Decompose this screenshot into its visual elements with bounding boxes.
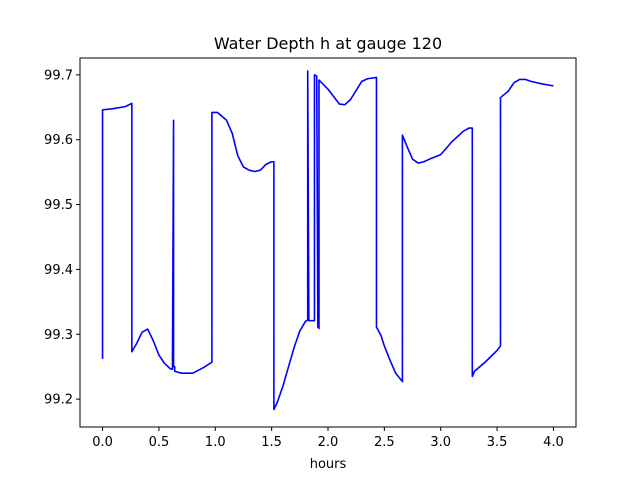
x-tick-label: 4.0 — [543, 435, 564, 450]
x-axis-label: hours — [310, 457, 347, 472]
x-tick-label: 1.5 — [261, 435, 282, 450]
plot-area — [101, 70, 554, 411]
x-tick-label: 3.0 — [430, 435, 451, 450]
y-tick-label: 99.6 — [44, 133, 73, 148]
x-tick-label: 0.0 — [92, 435, 113, 450]
series-line-0 — [101, 70, 554, 411]
x-tick-label: 0.5 — [149, 435, 170, 450]
y-tick-label: 99.5 — [44, 198, 73, 213]
x-tick-label: 1.0 — [205, 435, 226, 450]
x-tick-label: 2.0 — [318, 435, 339, 450]
y-tick-label: 99.7 — [44, 68, 73, 83]
x-axis-ticks: 0.0 0.5 1.0 1.5 2.0 2.5 3.0 3.5 4.0 — [92, 427, 564, 450]
axes-frame — [79, 57, 577, 428]
y-axis-ticks: 99.2 99.3 99.4 99.5 99.6 99.7 — [44, 68, 80, 408]
chart-title: Water Depth h at gauge 120 — [214, 34, 442, 53]
x-tick-label: 2.5 — [374, 435, 395, 450]
x-tick-label: 3.5 — [487, 435, 508, 450]
y-tick-label: 99.2 — [44, 393, 73, 408]
y-tick-label: 99.4 — [44, 263, 73, 278]
y-tick-label: 99.3 — [44, 328, 73, 343]
